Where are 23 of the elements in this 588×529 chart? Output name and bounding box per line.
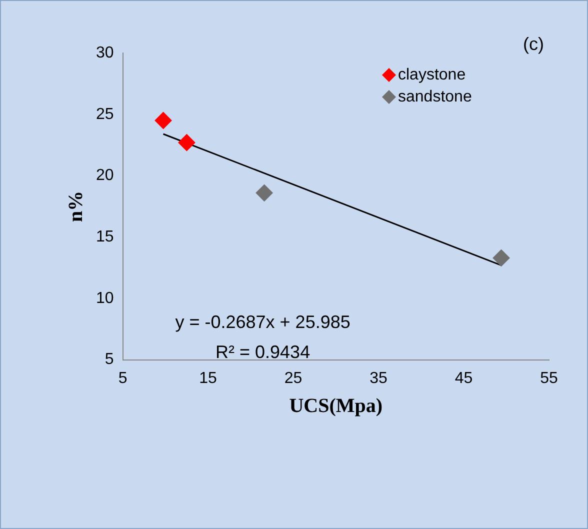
y-tick-label: 10 bbox=[96, 290, 114, 307]
x-tick-label: 35 bbox=[370, 370, 388, 387]
x-tick-label: 5 bbox=[118, 370, 128, 387]
y-tick-label: 30 bbox=[96, 44, 114, 62]
y-axis-title: n% bbox=[65, 190, 88, 222]
legend-label: claystone bbox=[398, 66, 466, 84]
annotation: y = -0.2687x + 25.985 bbox=[175, 312, 350, 332]
y-tick-label: 20 bbox=[96, 167, 114, 184]
point bbox=[256, 184, 273, 202]
annotation: (c) bbox=[523, 34, 544, 54]
y-tick-label: 15 bbox=[96, 228, 114, 246]
x-tick-label: 15 bbox=[199, 370, 218, 387]
point bbox=[154, 112, 172, 129]
x-tick-label: 55 bbox=[540, 370, 558, 387]
y-tick-label: 25 bbox=[96, 106, 114, 123]
point bbox=[178, 134, 196, 152]
x-tick-label: 25 bbox=[284, 370, 302, 387]
x-tick-label: 45 bbox=[454, 370, 473, 387]
legend-label: sandstone bbox=[398, 88, 472, 106]
point bbox=[492, 249, 510, 266]
y-tick-label: 5 bbox=[104, 351, 114, 368]
annotation: R² = 0.9434 bbox=[216, 342, 310, 362]
x-axis-title: UCS(Mpa) bbox=[289, 395, 383, 418]
